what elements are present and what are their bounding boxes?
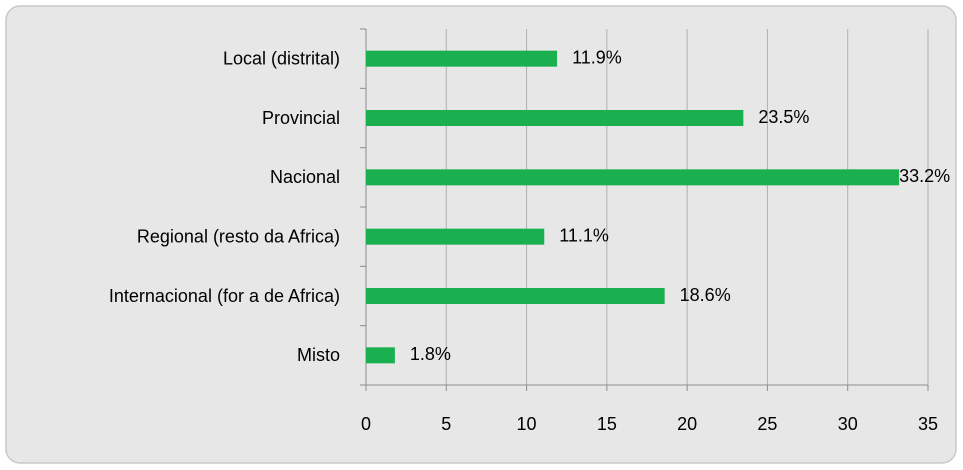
x-tick-label: 0 [361,414,371,434]
value-label: 18.6% [680,285,731,305]
x-tick-label: 20 [677,414,697,434]
y-tick-label: Regional (resto da Africa) [137,226,340,246]
value-label: 23.5% [758,107,809,127]
value-label: 11.1% [559,225,609,245]
bar [366,50,558,67]
y-tick-label: Local (distrital) [223,48,340,68]
bar [366,169,900,186]
x-tick-label: 30 [838,414,858,434]
value-label: 1.8% [410,344,451,364]
x-tick-label: 10 [517,414,537,434]
bar [366,288,665,304]
y-tick-label: Nacional [270,167,340,187]
y-tick-label: Internacional (for a de Africa) [109,286,340,306]
bar [366,347,395,364]
value-label: 11.9% [572,47,622,67]
x-tick-label: 25 [757,414,777,434]
bar [366,228,545,245]
value-label: 33.2% [899,166,950,186]
x-tick-label: 15 [597,414,617,434]
y-tick-label: Provincial [262,108,340,128]
x-tick-label: 35 [918,414,938,434]
y-tick-label: Misto [297,345,340,365]
bar [366,110,744,126]
x-tick-label: 5 [441,414,451,434]
